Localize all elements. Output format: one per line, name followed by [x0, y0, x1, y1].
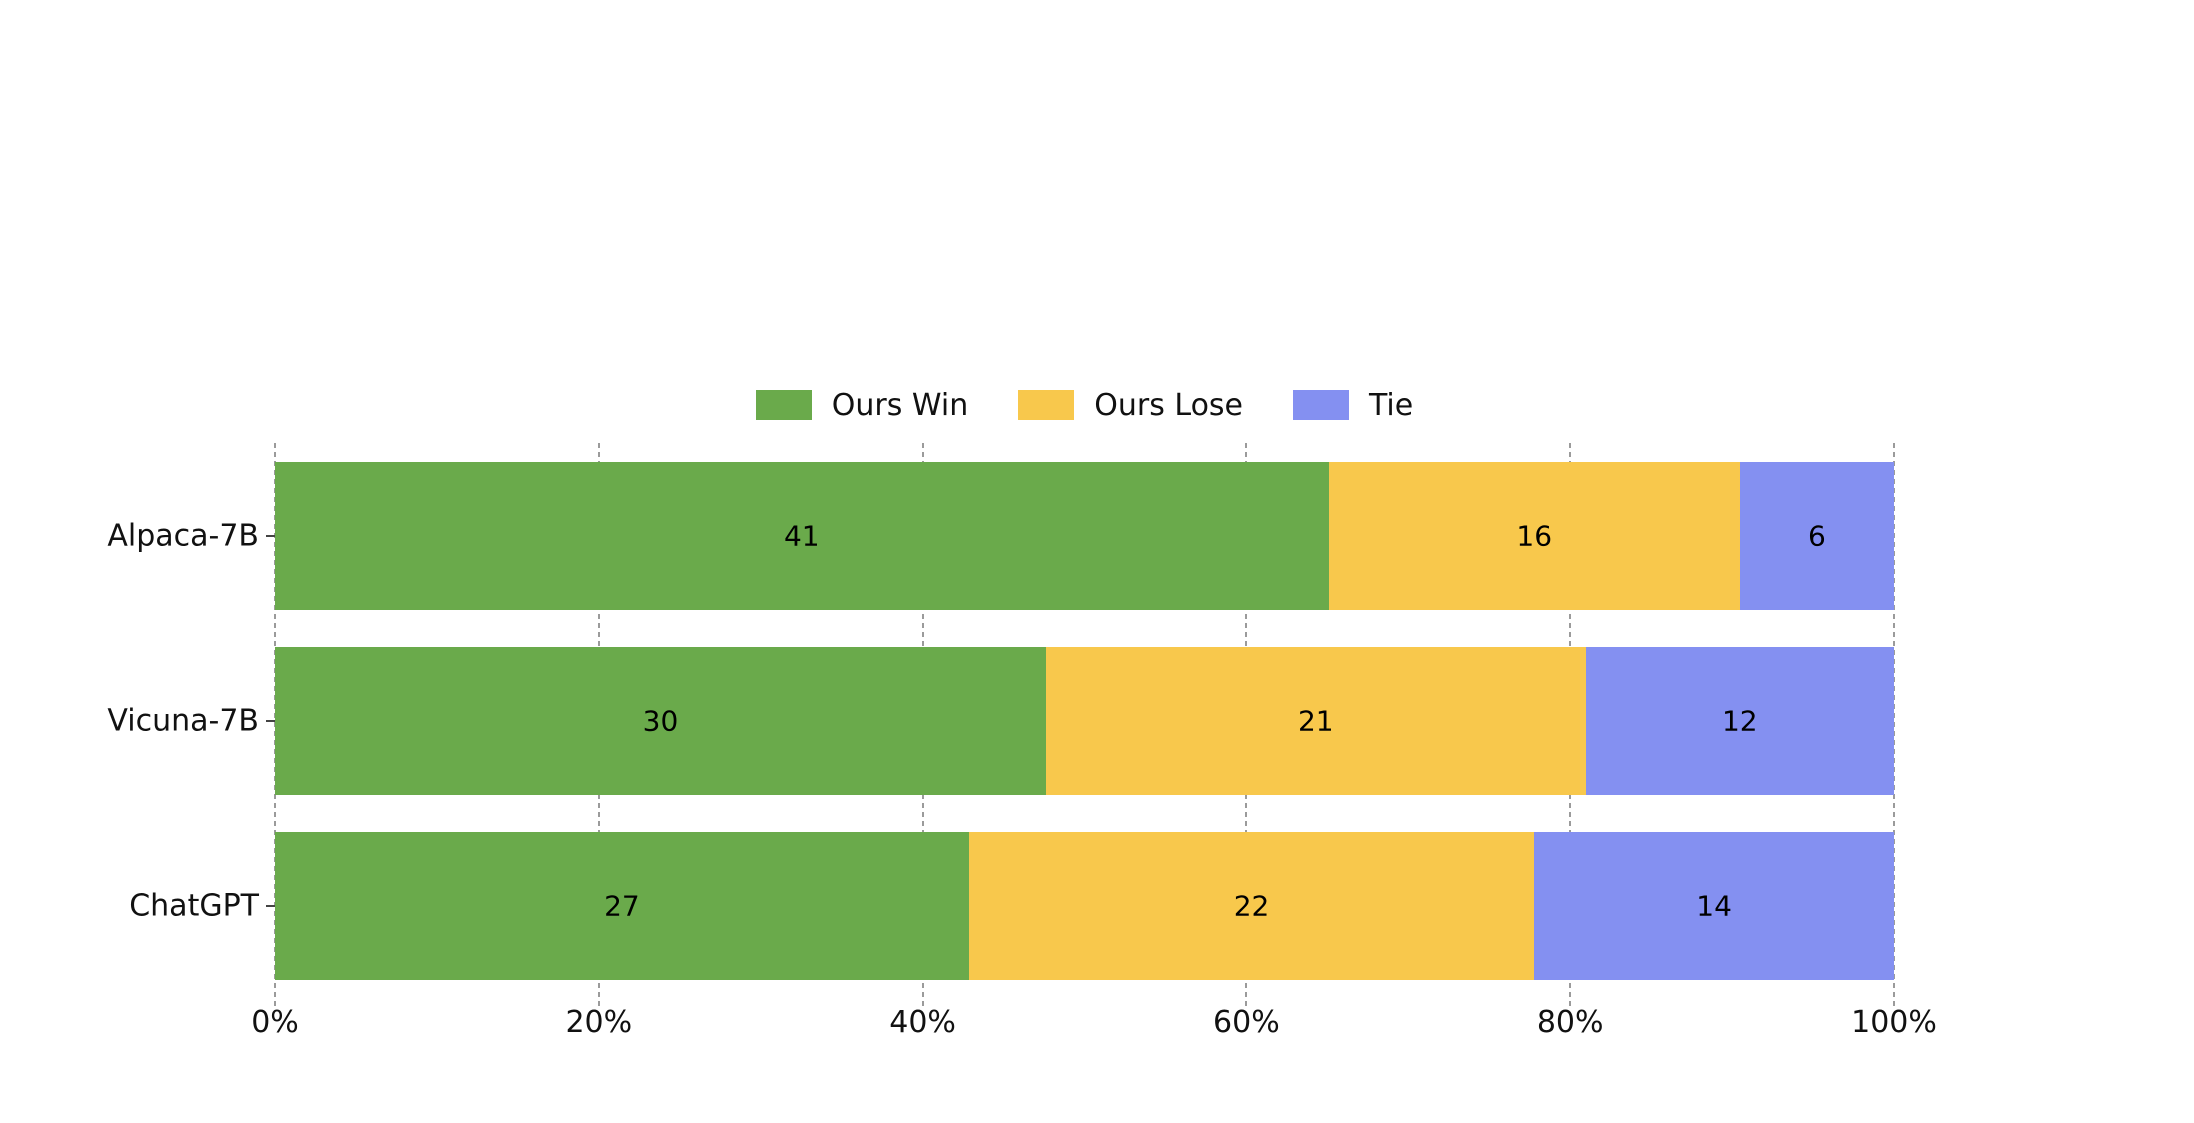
y-tick-label: Alpaca-7B: [107, 518, 259, 554]
bar-value-label: 12: [1721, 704, 1758, 738]
plot-area: 0% 20% 40% 60% 80% 100% Alpaca-7B 41 16 6 Vicuna-7…: [107, 443, 1937, 1040]
x-tick-label: 20%: [565, 1005, 633, 1040]
legend-item: Tie: [1293, 388, 1413, 423]
bar-segment: [1585, 647, 1894, 795]
x-tick-label: 100%: [1851, 1005, 1937, 1040]
bar-value-label: 21: [1297, 704, 1334, 738]
legend-label: Ours Lose: [1094, 387, 1244, 423]
bar-segment: [968, 832, 1535, 980]
x-tick-label: 40%: [889, 1005, 956, 1040]
bar-value-label: 14: [1696, 889, 1732, 923]
bar-segment: [1045, 647, 1586, 795]
legend-swatch-icon: [1018, 390, 1075, 420]
bar-row: 30 21 12: [275, 647, 1894, 795]
bar-segment: [1739, 462, 1894, 610]
legend-swatch-icon: [1293, 390, 1350, 420]
bar-value-label: 27: [604, 889, 640, 923]
legend-item: Ours Win: [755, 387, 969, 423]
bar-segment: [275, 462, 1329, 610]
bar-value-label: 22: [1233, 889, 1270, 923]
x-tick-label: 0%: [251, 1005, 299, 1040]
bar-segment: [275, 647, 1046, 795]
bar-value-label: 16: [1516, 519, 1553, 553]
legend-label: Ours Win: [831, 387, 969, 423]
legend: Ours Win Ours Lose Tie: [275, 383, 1894, 427]
legend-label: Tie: [1369, 387, 1414, 423]
gridline: [1893, 443, 1895, 1006]
bar-row: 27 22 14: [275, 832, 1894, 980]
y-tick-mark: [266, 720, 275, 722]
y-tick-mark: [266, 905, 275, 907]
bar-segment: [275, 832, 969, 980]
bar-segment: [1534, 832, 1894, 980]
y-tick-label: ChatGPT: [129, 888, 259, 924]
bar-value-label: 30: [642, 704, 679, 738]
y-tick-mark: [266, 535, 275, 537]
bar-value-label: 41: [783, 519, 820, 553]
bar-row: 41 16 6: [275, 462, 1894, 610]
bar-segment: [1328, 462, 1740, 610]
y-tick-label: Vicuna-7B: [107, 703, 259, 739]
legend-swatch-icon: [755, 390, 812, 420]
legend-item: Ours Lose: [1018, 388, 1243, 423]
x-tick-label: 80%: [1536, 1005, 1604, 1040]
bar-value-label: 6: [1807, 519, 1826, 553]
x-tick-label: 60%: [1213, 1005, 1280, 1040]
